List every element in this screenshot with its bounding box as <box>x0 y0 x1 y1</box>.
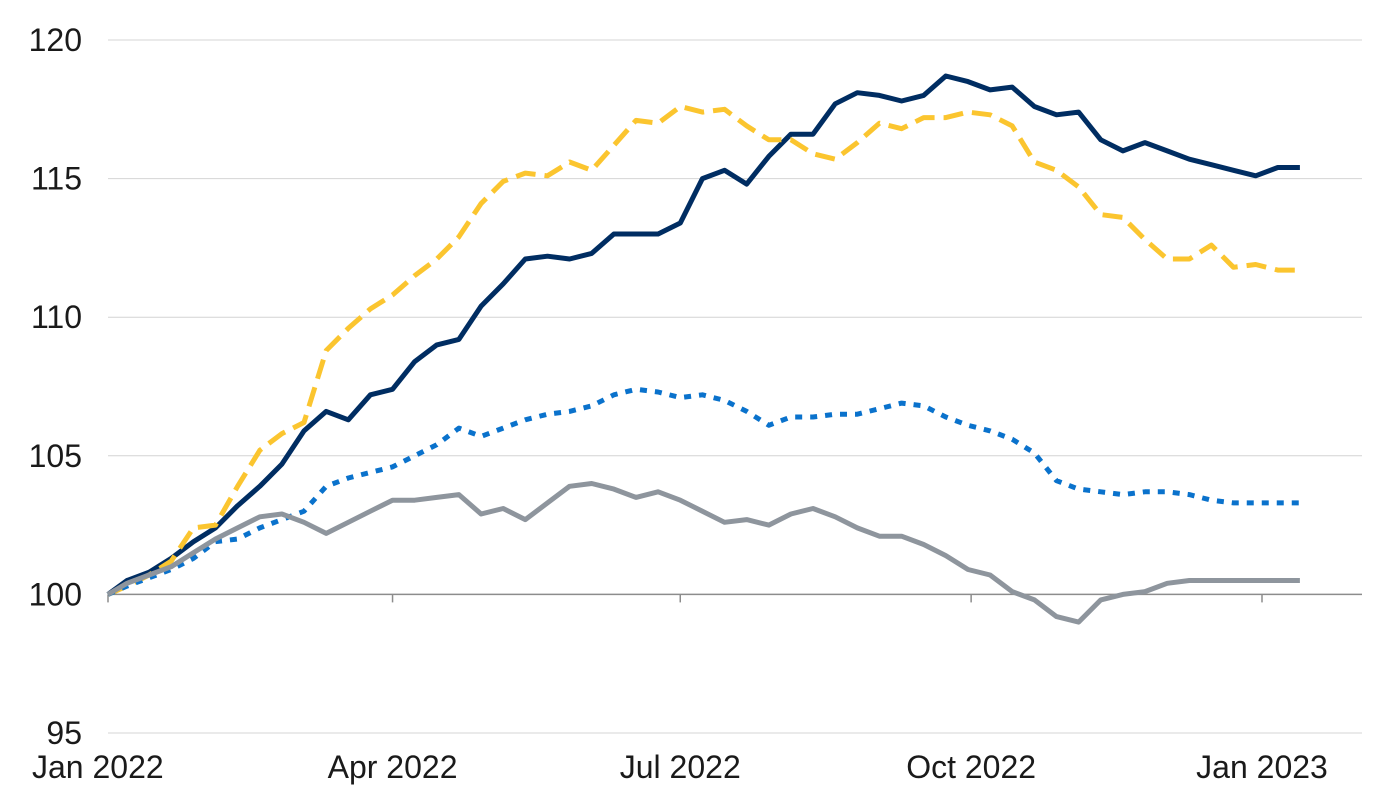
series-line-2 <box>106 104 1300 597</box>
series-line-4 <box>106 481 1300 625</box>
series-line-3 <box>106 386 1300 597</box>
x-tick-label: Jan 2023 <box>1196 749 1328 785</box>
y-tick-label: 115 <box>31 161 82 197</box>
gridlines <box>108 39 1362 734</box>
y-tick-label: 95 <box>46 715 82 751</box>
y-tick-label: 100 <box>29 576 82 612</box>
x-tick-label: Apr 2022 <box>328 749 458 785</box>
y-tick-label: 120 <box>29 22 82 58</box>
series-line-1 <box>106 73 1300 597</box>
y-tick-label: 105 <box>29 438 82 474</box>
x-tick-label: Jul 2022 <box>620 749 741 785</box>
y-tick-labels: 95 100 105 110 115 120 <box>29 22 82 751</box>
x-axis <box>107 593 1362 603</box>
x-tick-labels: Jan 2022 Apr 2022 Jul 2022 Oct 2022 Jan 2023 <box>32 749 1328 785</box>
series-lines <box>106 73 1300 625</box>
x-tick-label: Oct 2022 <box>906 749 1036 785</box>
x-tick-label: Jan 2022 <box>32 749 164 785</box>
y-tick-label: 110 <box>31 299 82 335</box>
